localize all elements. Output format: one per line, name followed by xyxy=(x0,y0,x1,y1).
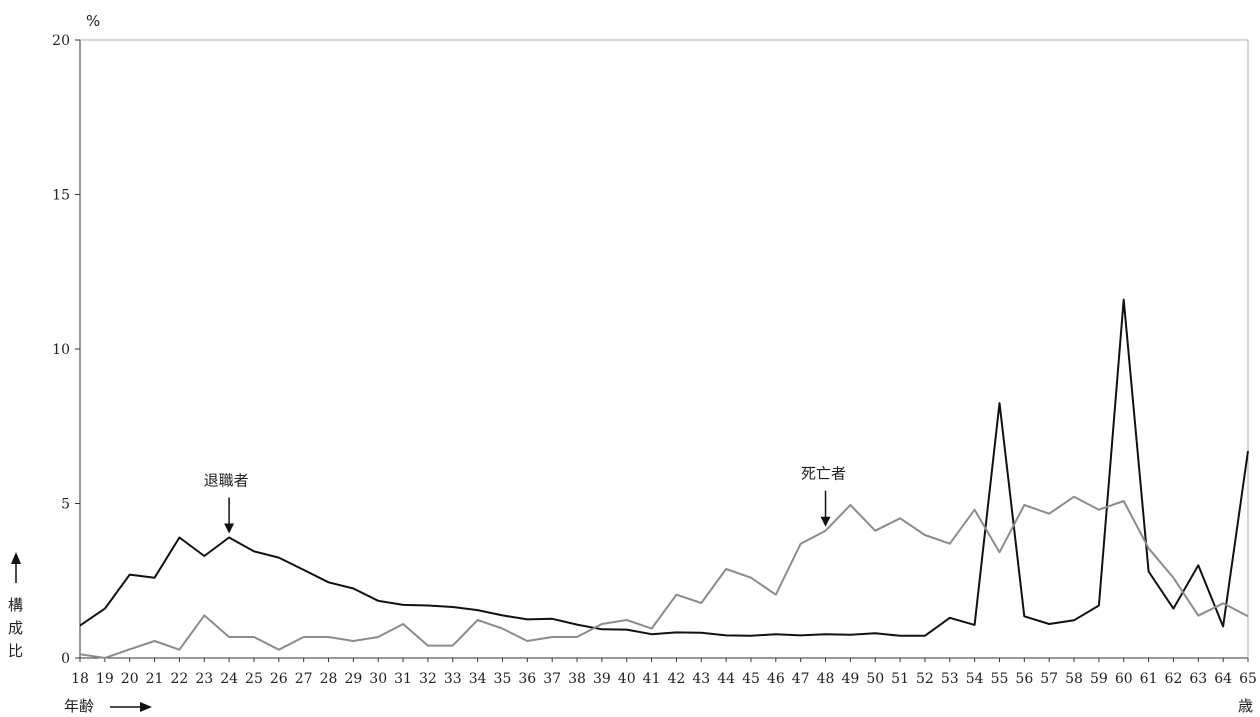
y-axis-label-char-2: 成 xyxy=(8,619,23,637)
x-tick-label: 44 xyxy=(717,671,735,687)
y-tick-label: 15 xyxy=(52,188,70,204)
x-tick-labels: 18 19 20 21 22 23 24 25 26 27 28 29 30 31 32 33 34 35 36 37… xyxy=(71,658,1257,687)
x-tick-label: 25 xyxy=(245,671,263,687)
x-tick-label: 30 xyxy=(369,671,387,687)
x-tick-label: 37 xyxy=(543,671,561,687)
y-tick-label: 20 xyxy=(52,33,70,49)
annotation-label-1: 退職者 xyxy=(204,471,249,489)
x-tick-label: 56 xyxy=(1015,671,1033,687)
y-tick-labels: 0 5 10 15 20 xyxy=(52,33,80,667)
x-axis-unit: 歳 xyxy=(1238,697,1253,715)
x-tick-label: 47 xyxy=(792,671,810,687)
x-tick-label: 23 xyxy=(195,671,213,687)
x-tick-label: 18 xyxy=(71,671,89,687)
series-line-1 xyxy=(79,298,1249,637)
x-tick-label: 28 xyxy=(320,671,338,687)
x-tick-label: 21 xyxy=(146,671,164,687)
annotation-arrow-head-1 xyxy=(224,523,235,534)
x-tick-label: 36 xyxy=(518,671,536,687)
x-axis-arrow xyxy=(110,702,152,712)
x-tick-label: 51 xyxy=(891,671,909,687)
x-tick-label: 34 xyxy=(469,671,487,687)
x-tick-label: 20 xyxy=(121,671,139,687)
x-tick-label: 22 xyxy=(170,671,188,687)
x-tick-label: 45 xyxy=(742,671,760,687)
x-tick-label: 38 xyxy=(568,671,586,687)
y-unit-label: % xyxy=(86,12,100,30)
x-tick-label: 62 xyxy=(1165,671,1183,687)
x-tick-label: 57 xyxy=(1040,671,1058,687)
annotations: 退職者 死亡者 xyxy=(204,465,846,534)
x-axis-label: 年齢 xyxy=(64,697,94,715)
x-tick-label: 31 xyxy=(394,671,412,687)
x-tick-label: 63 xyxy=(1189,671,1207,687)
series-lines xyxy=(79,298,1249,659)
x-tick-label: 64 xyxy=(1214,671,1232,687)
x-tick-label: 32 xyxy=(419,671,437,687)
x-tick-label: 54 xyxy=(966,671,984,687)
x-tick-label: 65 xyxy=(1239,671,1257,687)
x-tick-label: 26 xyxy=(270,671,288,687)
annotation-label-2: 死亡者 xyxy=(801,465,846,483)
x-tick-label: 53 xyxy=(941,671,959,687)
annotation-arrow-head-2 xyxy=(820,516,831,527)
x-tick-label: 29 xyxy=(344,671,362,687)
x-tick-label: 27 xyxy=(295,671,313,687)
x-tick-label: 41 xyxy=(643,671,661,687)
series-line-2 xyxy=(79,495,1249,659)
y-tick-label: 5 xyxy=(61,497,70,513)
x-tick-label: 46 xyxy=(767,671,785,687)
x-tick-label: 42 xyxy=(668,671,686,687)
x-tick-label: 39 xyxy=(593,671,611,687)
x-tick-label: 52 xyxy=(916,671,934,687)
x-tick-label: 33 xyxy=(444,671,462,687)
x-tick-label: 48 xyxy=(817,671,835,687)
x-tick-label: 55 xyxy=(991,671,1009,687)
x-tick-label: 50 xyxy=(866,671,884,687)
x-tick-label: 59 xyxy=(1090,671,1108,687)
y-axis-label-char-1: 構 xyxy=(8,596,23,614)
x-tick-label: 61 xyxy=(1140,671,1158,687)
x-tick-label: 40 xyxy=(618,671,636,687)
x-tick-label: 24 xyxy=(220,671,238,687)
x-tick-label: 58 xyxy=(1065,671,1083,687)
x-tick-label: 19 xyxy=(96,671,114,687)
x-tick-label: 35 xyxy=(494,671,512,687)
x-tick-label: 43 xyxy=(692,671,710,687)
y-tick-label: 0 xyxy=(61,651,70,667)
x-tick-label: 60 xyxy=(1115,671,1133,687)
x-tick-label: 49 xyxy=(841,671,859,687)
y-tick-label: 10 xyxy=(52,342,70,358)
y-axis-arrow xyxy=(11,552,21,583)
y-axis-label-char-3: 比 xyxy=(8,642,23,660)
